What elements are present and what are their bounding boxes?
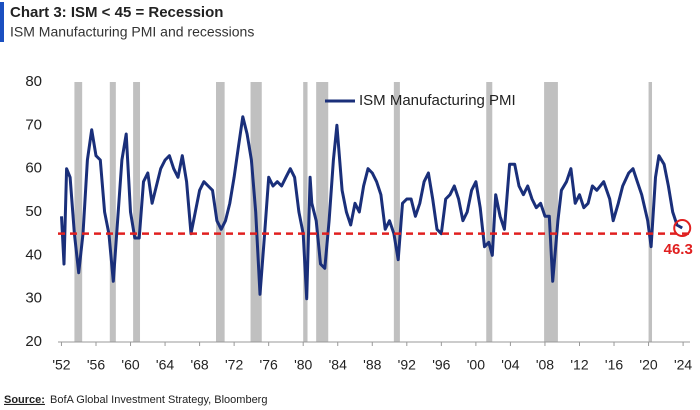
y-tick-label: 20 xyxy=(25,333,42,350)
source-label: Source: xyxy=(4,394,45,406)
x-tick-label: '52 xyxy=(52,357,70,373)
x-tick-label: '96 xyxy=(432,357,450,373)
chart-subtitle: ISM Manufacturing PMI and recessions xyxy=(10,24,254,40)
annotation-label: 46.3 xyxy=(664,241,693,258)
y-tick-label: 70 xyxy=(25,116,42,133)
source-text: BofA Global Investment Strategy, Bloombe… xyxy=(50,394,267,406)
x-tick-label: '76 xyxy=(260,357,278,373)
recession-band xyxy=(216,82,225,342)
x-tick-label: '68 xyxy=(190,357,208,373)
y-tick-label: 40 xyxy=(25,246,42,263)
legend-label: ISM Manufacturing PMI xyxy=(359,92,516,109)
x-tick-label: '12 xyxy=(570,357,588,373)
x-tick-label: '72 xyxy=(225,357,243,373)
x-tick-label: '16 xyxy=(605,357,623,373)
y-tick-label: 50 xyxy=(25,203,42,220)
y-tick-label: 60 xyxy=(25,160,42,177)
recession-band xyxy=(486,82,493,342)
recession-band xyxy=(133,82,141,342)
x-tick-label: '04 xyxy=(501,357,519,373)
y-tick-label: 80 xyxy=(25,73,42,90)
x-tick-label: '80 xyxy=(294,357,312,373)
recession-band xyxy=(109,82,116,342)
series-line xyxy=(60,115,683,301)
x-tick-label: '60 xyxy=(121,357,139,373)
recession-band xyxy=(303,82,308,342)
x-tick-label: '24 xyxy=(674,357,692,373)
x-tick-label: '00 xyxy=(467,357,485,373)
x-tick-label: '64 xyxy=(156,357,174,373)
y-tick-label: 30 xyxy=(25,290,42,307)
recession-band xyxy=(393,82,400,342)
recession-band xyxy=(316,82,329,342)
highlight-circle xyxy=(673,219,692,238)
recession-band xyxy=(648,82,653,342)
recession-band xyxy=(544,82,558,342)
chart-title: Chart 3: ISM < 45 = Recession xyxy=(10,4,223,21)
x-tick-label: '56 xyxy=(87,357,105,373)
x-tick-label: '20 xyxy=(639,357,657,373)
title-bar xyxy=(0,2,4,42)
x-tick-label: '84 xyxy=(329,357,347,373)
x-tick-label: '88 xyxy=(363,357,381,373)
recession-band xyxy=(74,82,83,342)
x-tick-label: '92 xyxy=(398,357,416,373)
x-tick-label: '08 xyxy=(536,357,554,373)
